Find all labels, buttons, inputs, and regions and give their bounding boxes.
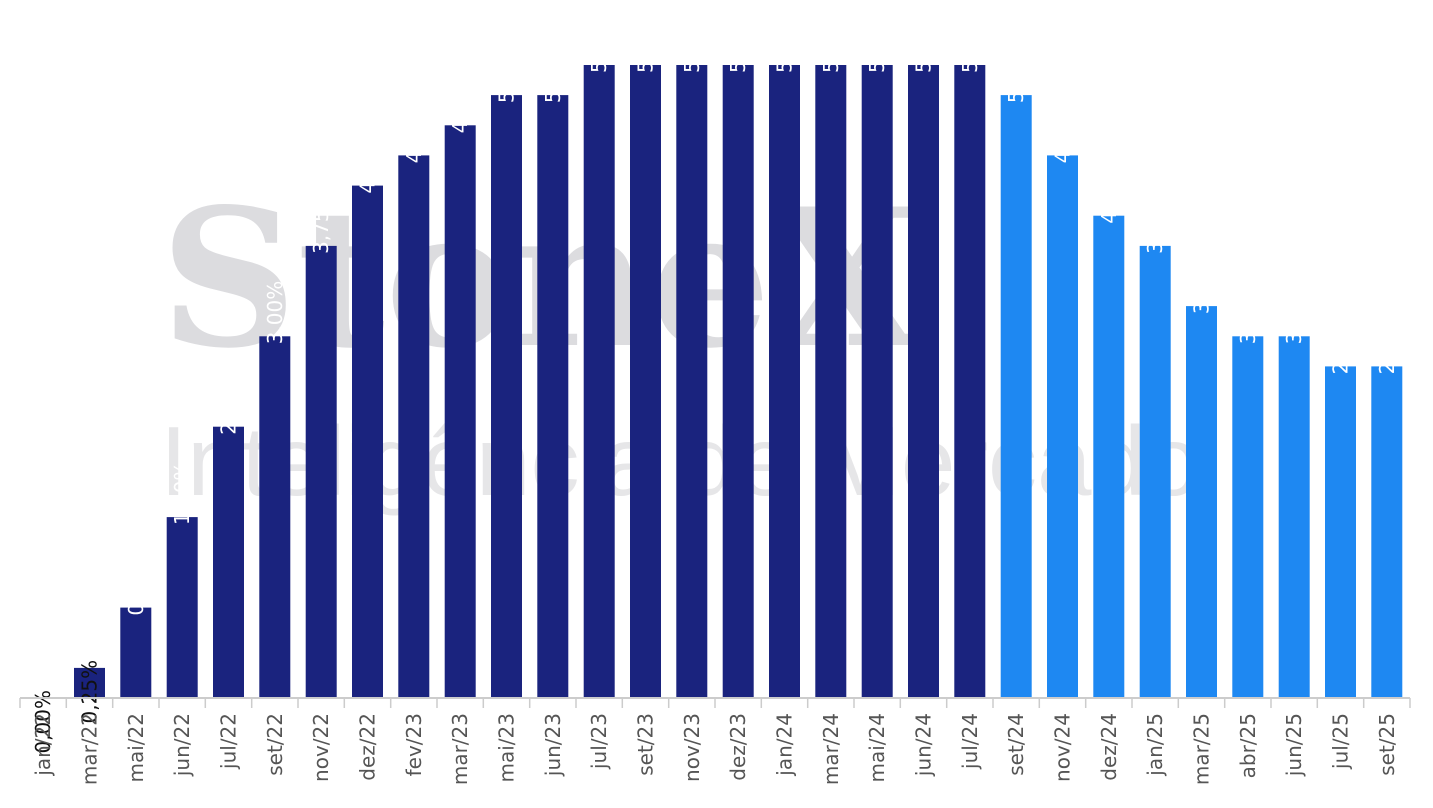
- bar-data-label: 3,25%: [1190, 251, 1214, 315]
- bar-data-label: 3,00%: [1282, 281, 1306, 345]
- bar-dez-24: [1093, 215, 1125, 698]
- x-tick-label: mai/22: [124, 713, 148, 782]
- bar-data-label: 5,25%: [958, 9, 982, 73]
- bar-data-label: 3,75%: [309, 190, 333, 254]
- x-tick-label: set/25: [1375, 713, 1399, 776]
- x-tick-label: dez/23: [726, 713, 750, 781]
- bar-mar-23: [444, 125, 476, 699]
- bar-data-label: 0,25%: [78, 660, 102, 724]
- bar-data-label: 5,25%: [773, 9, 797, 73]
- x-tick-label: set/22: [263, 713, 287, 776]
- bar-data-label: 5,25%: [912, 9, 936, 73]
- bar-data-label: 2,75%: [1375, 311, 1399, 375]
- bar-data-label: 2,25%: [217, 371, 241, 435]
- bar-jun-22: [166, 517, 198, 698]
- bar-data-label: 3,75%: [1143, 190, 1167, 254]
- bar-nov-24: [1047, 155, 1078, 698]
- x-tick-label: jul/23: [587, 713, 611, 770]
- x-tick-label: abr/25: [1236, 713, 1260, 778]
- x-ticks-group: [19, 698, 1411, 708]
- x-tick-label: mai/24: [865, 713, 889, 782]
- x-tick-label: mar/22: [78, 713, 102, 785]
- x-tick-label: mar/25: [1190, 713, 1214, 785]
- x-tick-label: jun/24: [912, 713, 936, 777]
- bar-nov-23: [676, 65, 708, 698]
- bar-jul-23: [583, 65, 615, 698]
- x-tick-label: fev/23: [402, 713, 426, 776]
- bar-data-label: 5,25%: [819, 9, 843, 73]
- bar-labels-group: 0,00% 0,25% 0,75% 1,50% 2,25% 3,00% 3,75% 4,25%…: [31, 9, 1399, 753]
- bar-mai-23: [491, 95, 522, 699]
- bar-abr-25: [1232, 336, 1264, 698]
- x-tick-label: jul/22: [217, 713, 241, 770]
- x-tick-label: jul/24: [958, 713, 982, 770]
- x-tick-label: set/23: [634, 713, 658, 776]
- bar-set-23: [630, 65, 661, 698]
- bar-data-label: 4,00%: [1097, 160, 1121, 224]
- bar-dez-22: [352, 185, 383, 699]
- x-tick-label: mar/23: [448, 713, 472, 785]
- x-tick-label: jul/25: [1329, 713, 1353, 770]
- bar-jan-24: [769, 65, 800, 698]
- bar-data-label: 3,00%: [263, 281, 287, 345]
- bar-dez-23: [722, 65, 754, 698]
- x-tick-label: set/24: [1004, 713, 1028, 776]
- x-tick-labels-group: jan/22 mar/22 mai/22 jun/22 jul/22 set/22 nov/…: [31, 713, 1399, 785]
- bar-jan-25: [1139, 245, 1171, 698]
- bar-data-label: 0,75%: [124, 552, 148, 616]
- bar-data-label: 3,00%: [1236, 281, 1260, 345]
- bar-data-label: 5,25%: [865, 9, 889, 73]
- bar-jul-22: [213, 426, 244, 698]
- bar-data-label: 5,25%: [587, 9, 611, 73]
- bar-data-label: 5,00%: [495, 40, 519, 104]
- x-tick-label: jan/25: [1143, 713, 1167, 777]
- bar-mai-24: [861, 65, 893, 698]
- x-tick-label: jan/22: [31, 713, 55, 777]
- x-tick-label: nov/24: [1051, 713, 1075, 782]
- bar-fev-23: [398, 155, 430, 698]
- x-tick-label: mai/23: [495, 713, 519, 782]
- x-tick-label: jun/22: [170, 713, 194, 777]
- bar-nov-22: [305, 245, 337, 698]
- bar-jun-24: [908, 65, 939, 698]
- bar-mai-22: [120, 607, 152, 698]
- bar-data-label: 1,50%: [170, 462, 194, 526]
- bar-data-label: 5,00%: [541, 40, 565, 104]
- bar-mar-24: [815, 65, 847, 698]
- bar-data-label: 4,75%: [448, 70, 472, 134]
- bar-data-label: 0,00%: [31, 690, 55, 754]
- x-tick-label: nov/23: [680, 713, 704, 782]
- bar-set-24: [1000, 95, 1032, 699]
- bar-set-22: [259, 336, 291, 698]
- bar-mar-25: [1186, 306, 1217, 698]
- bar-data-label: 4,25%: [356, 130, 380, 194]
- bar-data-label: 4,50%: [402, 100, 426, 164]
- x-tick-label: jan/24: [773, 713, 797, 777]
- bar-data-label: 4,50%: [1051, 100, 1075, 164]
- x-tick-label: dez/24: [1097, 713, 1121, 781]
- bar-data-label: 5,25%: [680, 9, 704, 73]
- bar-data-label: 5,00%: [1004, 40, 1028, 104]
- bar-data-label: 5,25%: [726, 9, 750, 73]
- x-tick-label: jun/25: [1282, 713, 1306, 777]
- bar-mar-22: [74, 667, 105, 698]
- bar-jun-25: [1278, 336, 1310, 698]
- bar-data-label: 2,75%: [1329, 311, 1353, 375]
- bar-jun-23: [537, 95, 569, 699]
- bars-group: [74, 65, 1403, 699]
- bar-jul-25: [1325, 366, 1356, 698]
- bar-data-label: 5,25%: [634, 9, 658, 73]
- x-tick-label: nov/22: [309, 713, 333, 782]
- x-tick-label: jun/23: [541, 713, 565, 777]
- x-tick-label: dez/22: [356, 713, 380, 781]
- bar-jul-24: [954, 65, 986, 698]
- x-tick-label: mar/24: [819, 713, 843, 785]
- bar-set-25: [1371, 366, 1403, 698]
